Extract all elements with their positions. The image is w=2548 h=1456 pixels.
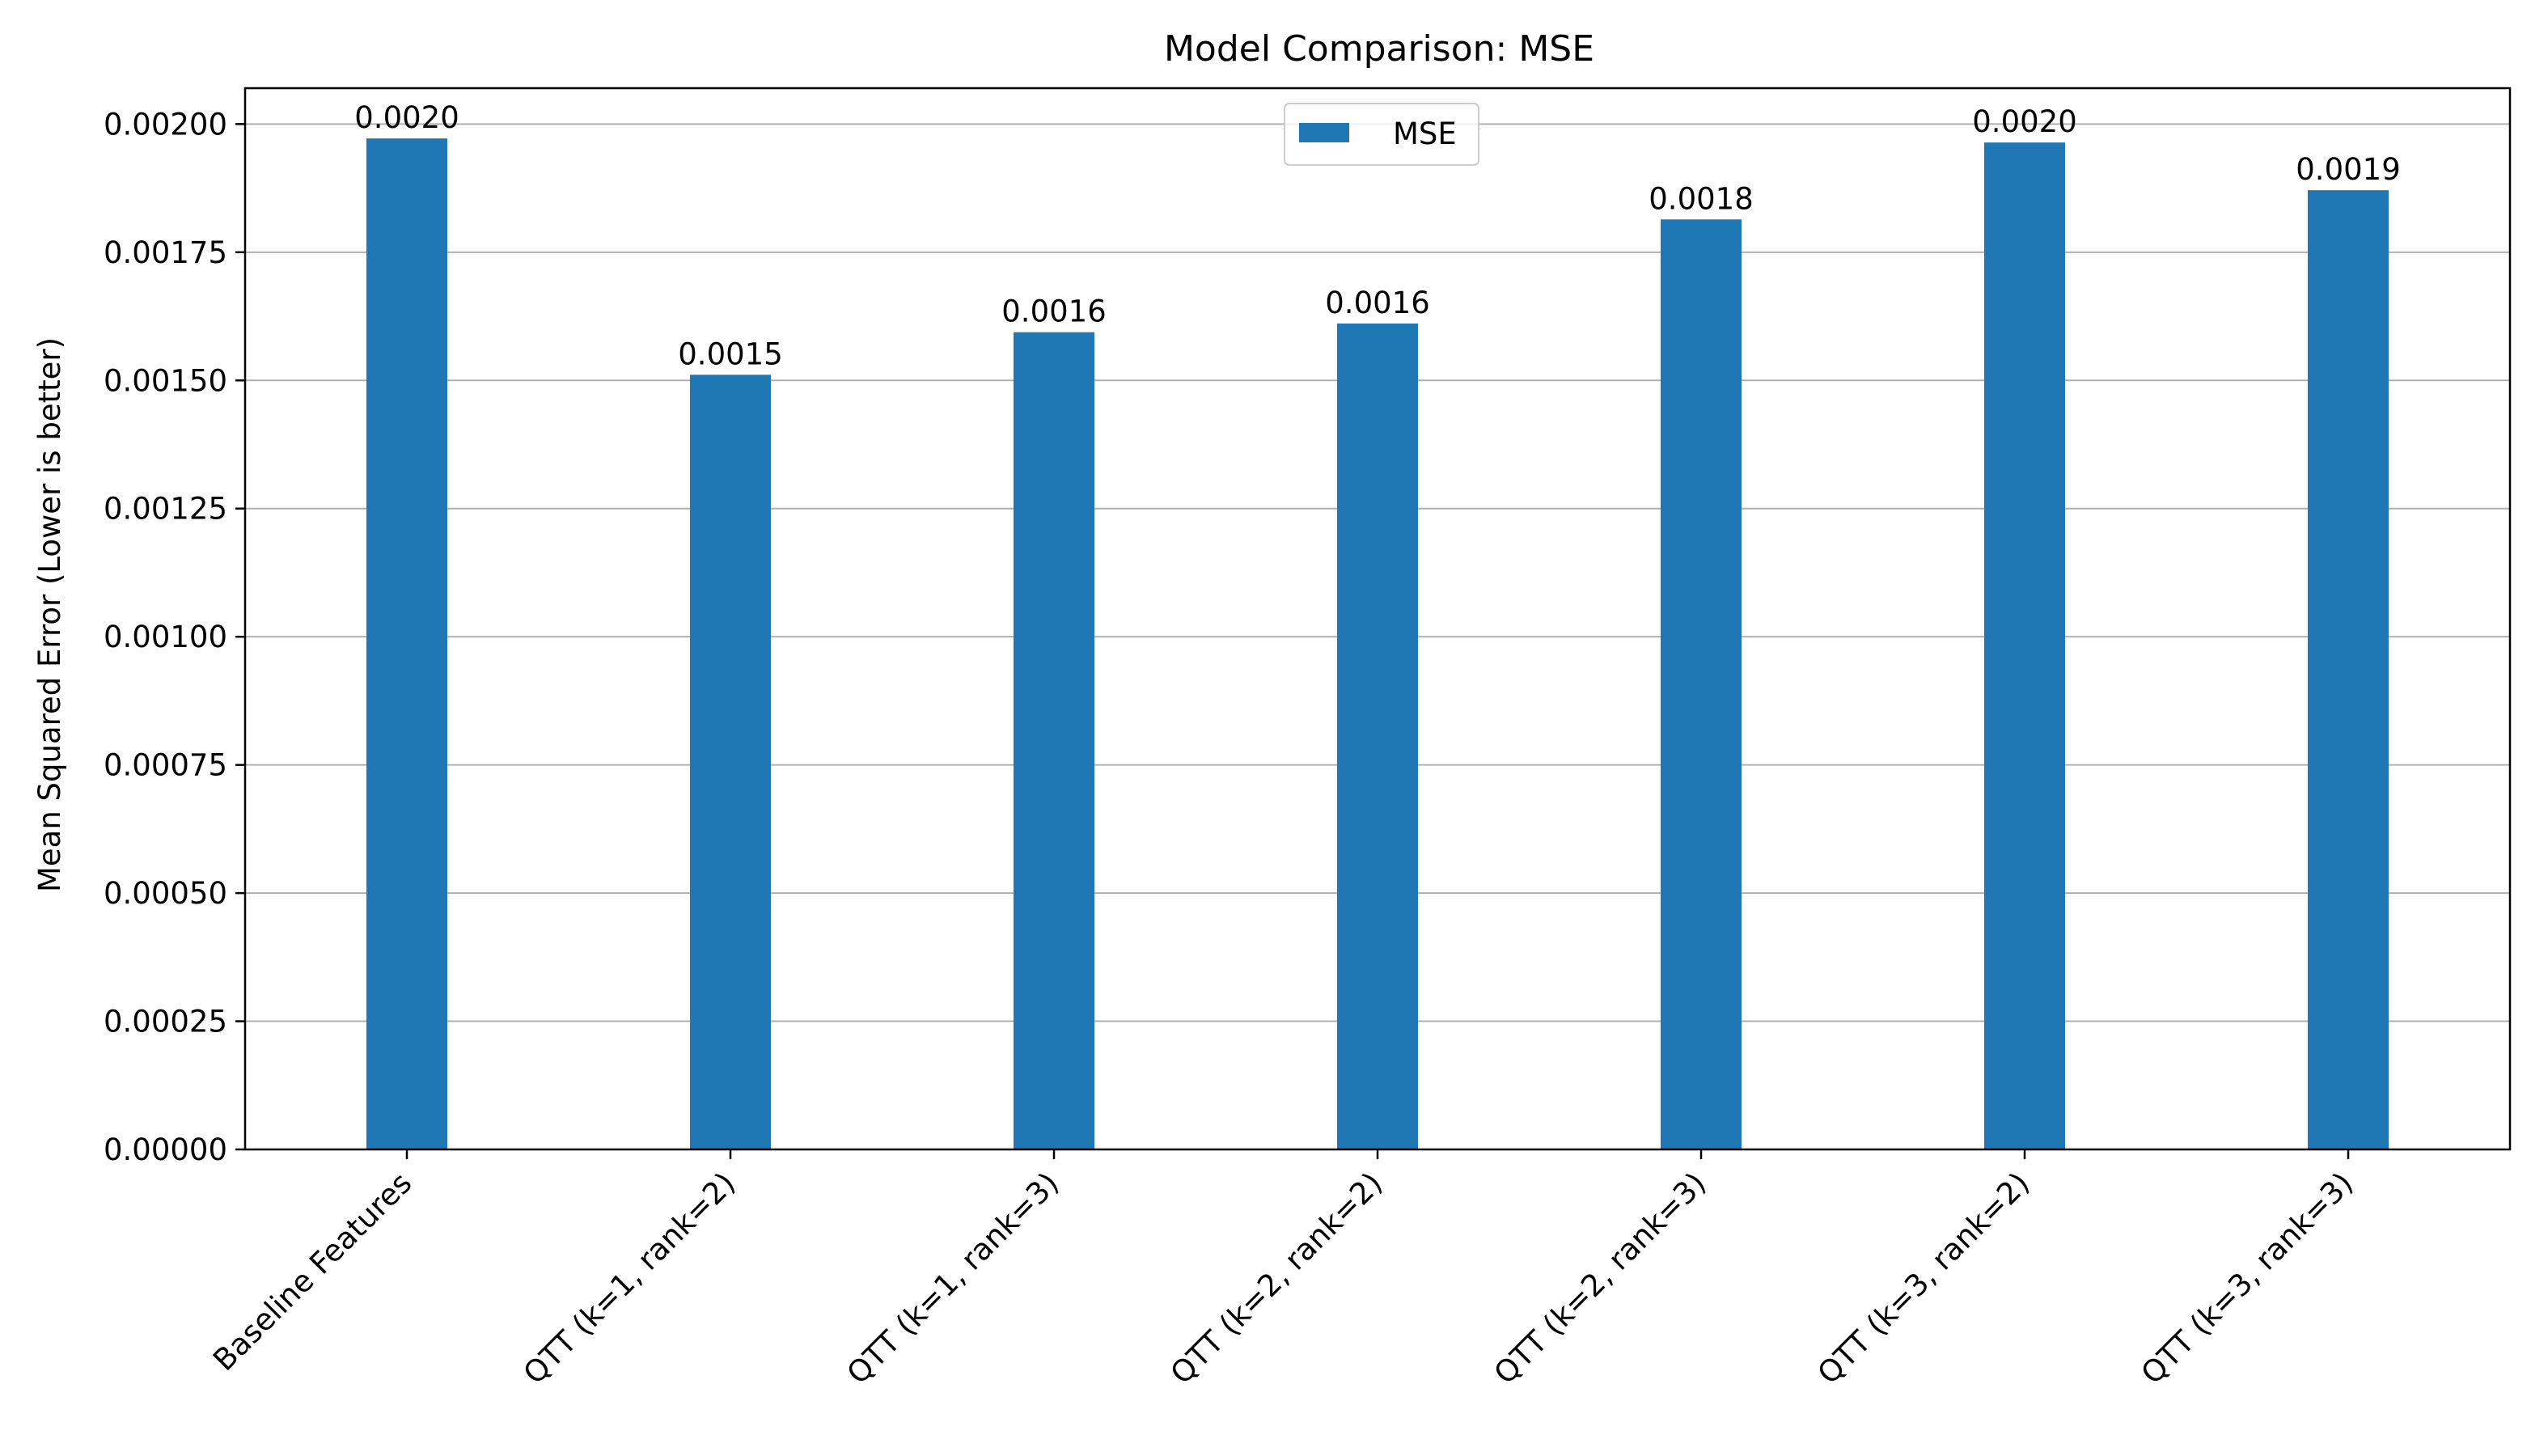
y-tick-label: 0.00050 xyxy=(104,876,227,911)
bar-value-label: 0.0018 xyxy=(1649,181,1753,216)
bar-value-label: 0.0019 xyxy=(2296,152,2400,187)
bar xyxy=(2308,190,2389,1149)
bar-value-label: 0.0020 xyxy=(1972,104,2076,139)
bar xyxy=(1014,332,1094,1149)
y-tick-label: 0.00200 xyxy=(104,107,227,142)
bar xyxy=(1984,142,2065,1149)
y-tick-label: 0.00075 xyxy=(104,748,227,783)
legend: MSE xyxy=(1284,103,1479,166)
bars xyxy=(366,138,2389,1150)
plot-frame xyxy=(243,87,2512,1151)
bar-value-label: 0.0020 xyxy=(354,100,459,135)
bar-value-label: 0.0016 xyxy=(1325,286,1429,320)
legend-label: MSE xyxy=(1393,116,1457,151)
y-tick-label: 0.00100 xyxy=(104,620,227,654)
bar-value-label: 0.0015 xyxy=(678,336,782,371)
y-tick-label: 0.00150 xyxy=(104,363,227,398)
y-tick-label: 0.00175 xyxy=(104,235,227,270)
bar-value-labels: 0.0020 0.0015 0.0016 0.0016 0.0018 0.0020 0.00… xyxy=(354,100,2400,371)
y-tick-label: 0.00125 xyxy=(104,492,227,527)
legend-box xyxy=(1284,103,1479,166)
bar xyxy=(1661,219,1742,1149)
y-tick-label: 0.00025 xyxy=(104,1005,227,1039)
chart-title: Model Comparison: MSE xyxy=(1164,28,1594,70)
bar xyxy=(690,375,771,1150)
legend-swatch xyxy=(1299,123,1349,142)
bar-value-label: 0.0016 xyxy=(1001,294,1106,329)
y-axis-ticks: 0.00000 0.00025 0.00050 0.00075 0.00100 0.001… xyxy=(104,107,245,1167)
y-axis-label: Mean Squared Error (Lower is better) xyxy=(32,337,67,892)
bar xyxy=(1337,323,1418,1149)
bar xyxy=(366,138,447,1149)
y-tick-label: 0.00000 xyxy=(104,1132,227,1167)
